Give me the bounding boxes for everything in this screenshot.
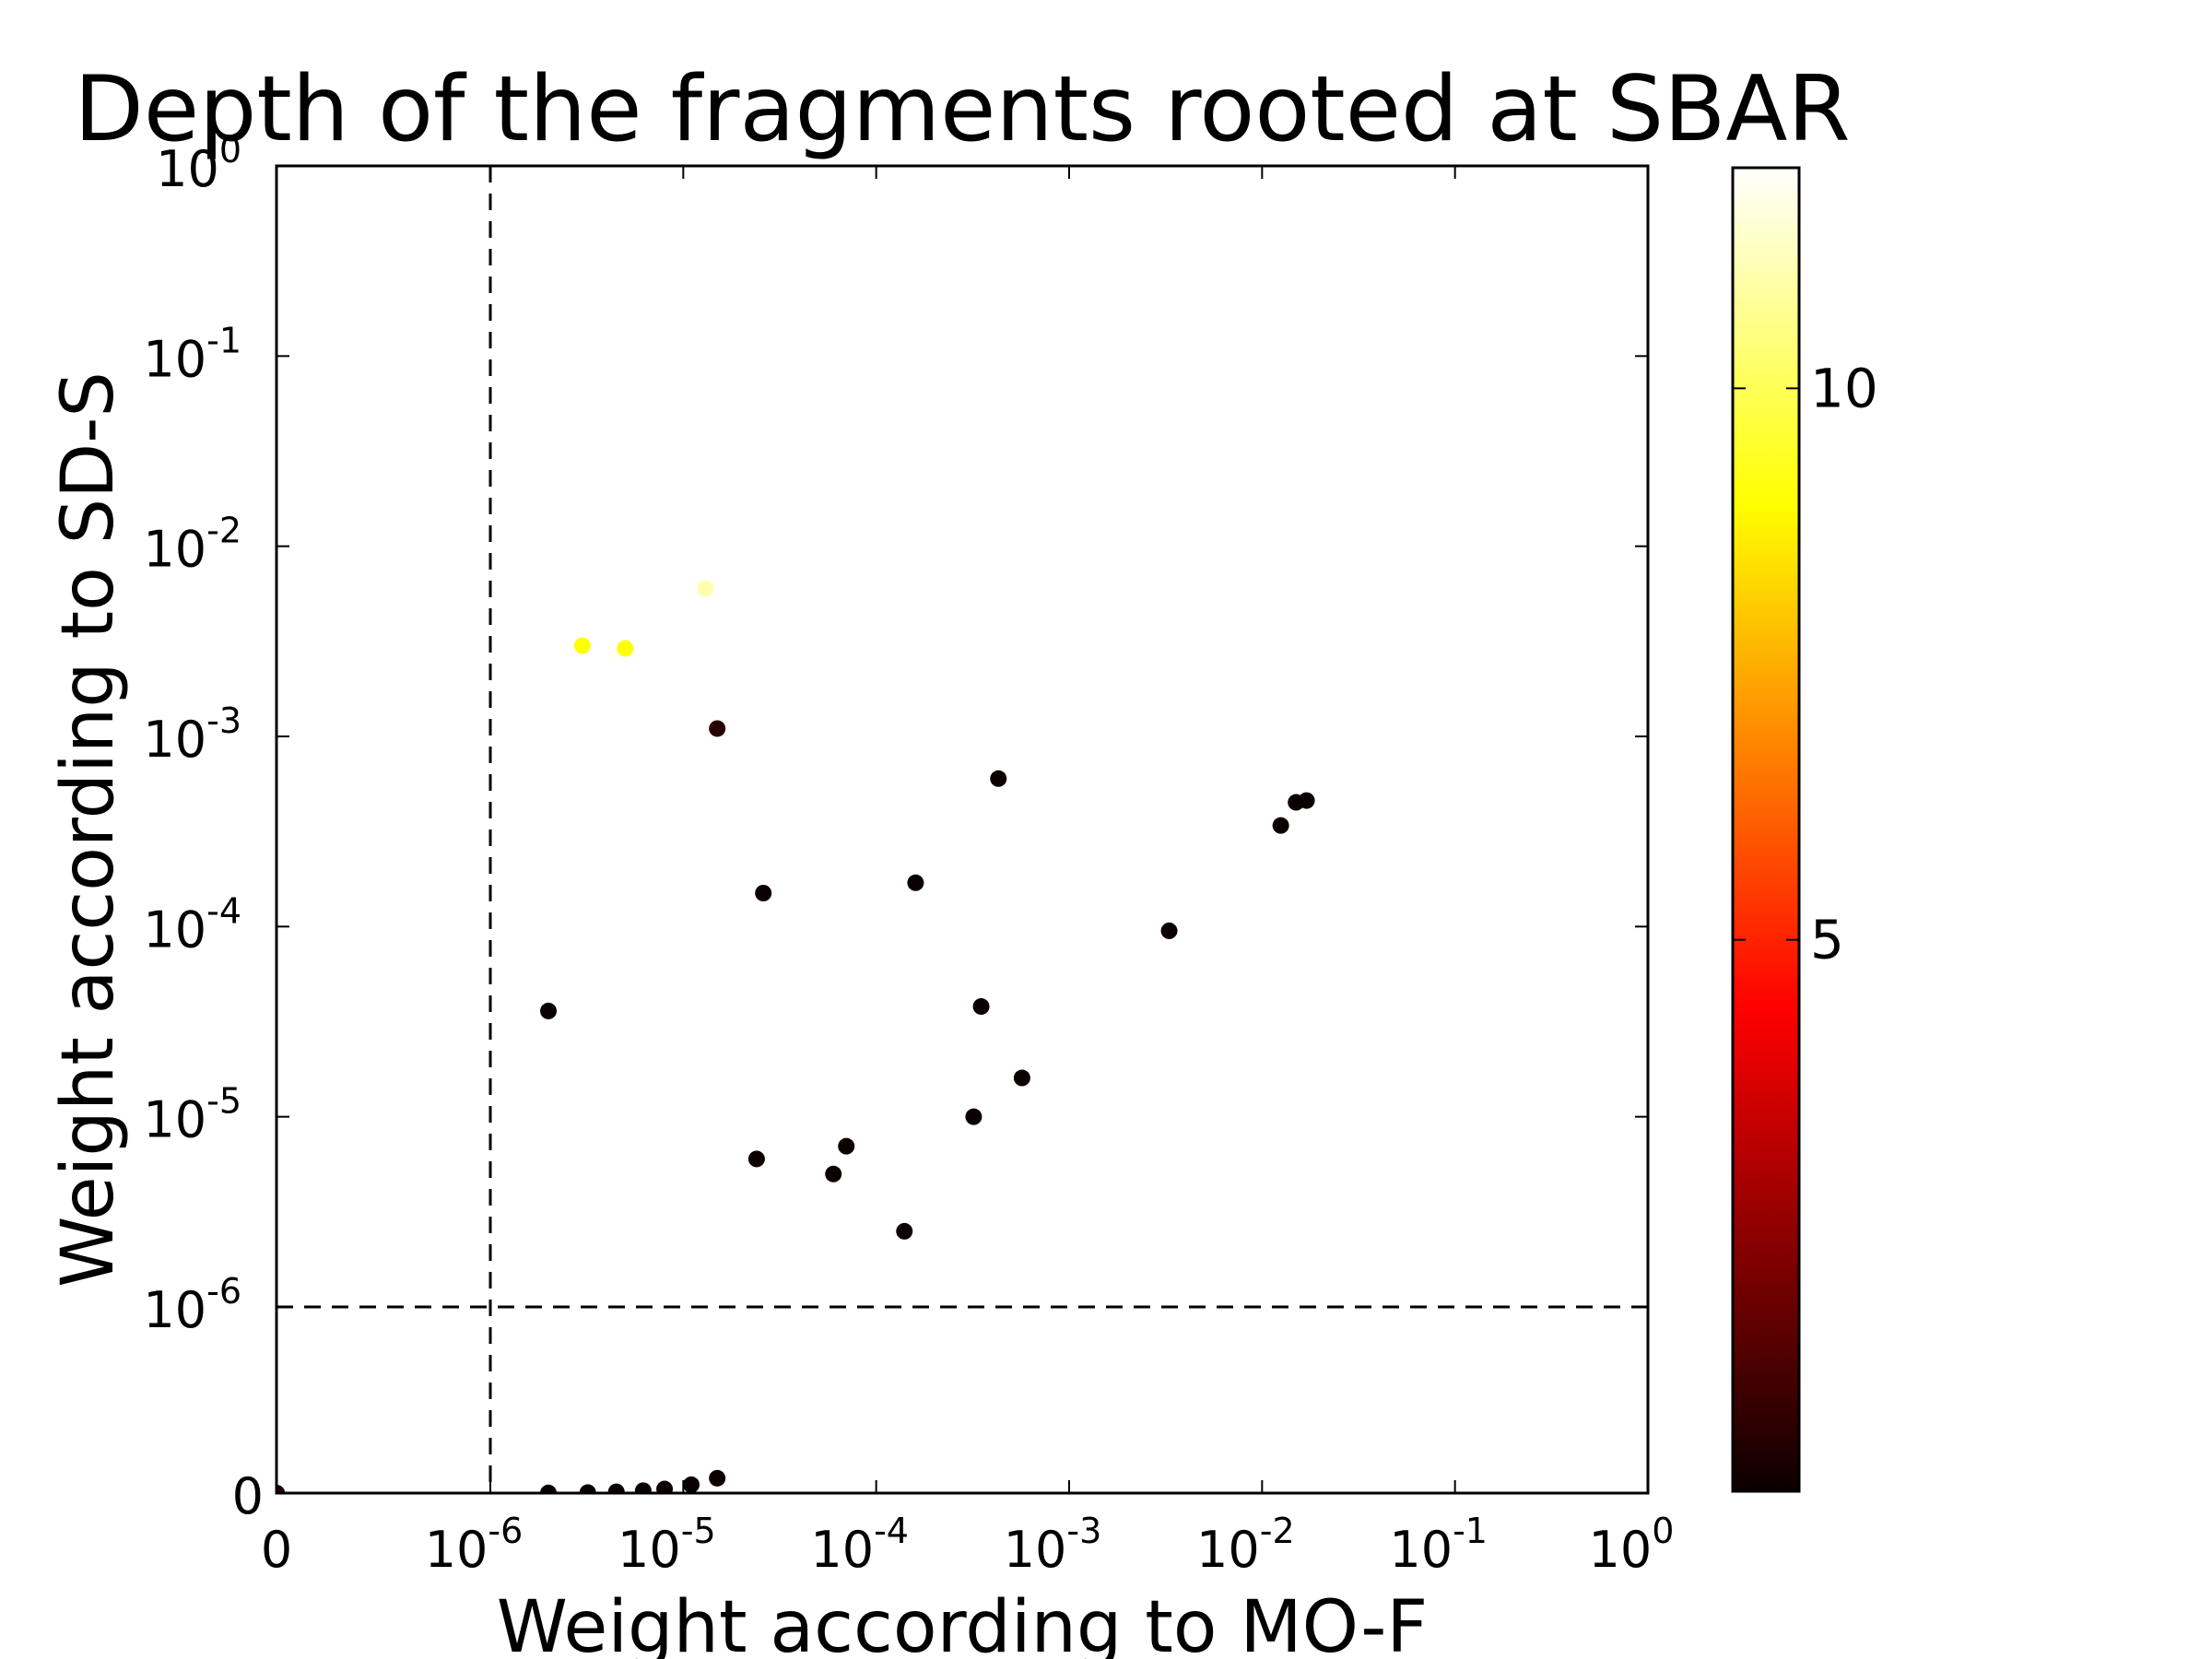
y-tick-label-5: 10-2 bbox=[143, 511, 241, 579]
data-point-23 bbox=[709, 720, 726, 737]
data-point-16 bbox=[1272, 817, 1289, 834]
plot-frame bbox=[275, 164, 1650, 1495]
data-point-25 bbox=[573, 637, 591, 654]
data-point-9 bbox=[755, 884, 772, 901]
x-tick-label-4: 10-3 bbox=[1004, 1511, 1102, 1579]
data-point-7 bbox=[682, 1476, 700, 1493]
x-tick-label-7: 100 bbox=[1589, 1511, 1675, 1579]
data-point-11 bbox=[907, 874, 924, 891]
data-point-5 bbox=[634, 1482, 652, 1493]
data-point-18 bbox=[1298, 792, 1315, 809]
data-point-1 bbox=[540, 1002, 558, 1019]
data-point-22 bbox=[965, 1108, 982, 1125]
y-axis-label: Weight according to SD-S bbox=[47, 371, 130, 1288]
data-point-14 bbox=[1013, 1069, 1030, 1087]
colorbar-tick-label-0: 5 bbox=[1810, 909, 1844, 971]
colorbar-tick-label-1: 10 bbox=[1810, 357, 1878, 419]
data-point-26 bbox=[617, 640, 634, 657]
data-point-0 bbox=[276, 1485, 286, 1493]
data-point-6 bbox=[656, 1480, 674, 1493]
x-tick-label-5: 10-2 bbox=[1196, 1511, 1295, 1579]
x-tick-label-6: 10-1 bbox=[1389, 1511, 1488, 1579]
data-point-13 bbox=[972, 998, 990, 1016]
data-point-8 bbox=[709, 1469, 726, 1487]
colorbar-ticks: 5 10 bbox=[1733, 357, 1878, 971]
x-axis-label: Weight according to MO-F bbox=[497, 1586, 1428, 1659]
chart-title: Depth of the fragments rooted at SBAR bbox=[74, 57, 1850, 162]
x-tick-label-2: 10-5 bbox=[618, 1511, 716, 1579]
y-tick-label-7: 100 bbox=[156, 130, 241, 198]
data-point-3 bbox=[579, 1484, 596, 1493]
y-tick-label-0: 0 bbox=[232, 1467, 264, 1525]
data-point-4 bbox=[607, 1483, 625, 1493]
x-tick-label-3: 10-4 bbox=[810, 1511, 909, 1579]
y-tick-label-2: 10-5 bbox=[143, 1081, 241, 1149]
colorbar bbox=[1731, 166, 1801, 1493]
y-tick-label-1: 10-6 bbox=[143, 1271, 241, 1339]
points-layer bbox=[276, 580, 1315, 1493]
data-point-12 bbox=[990, 770, 1007, 787]
data-point-15 bbox=[1160, 922, 1178, 939]
x-tick-label-0: 0 bbox=[261, 1521, 292, 1579]
data-point-24 bbox=[697, 580, 714, 597]
plot-area bbox=[276, 166, 1648, 1493]
data-point-21 bbox=[896, 1222, 913, 1240]
y-tick-label-4: 10-3 bbox=[143, 700, 241, 769]
x-tick-label-1: 10-6 bbox=[425, 1511, 524, 1579]
data-point-10 bbox=[747, 1150, 765, 1168]
data-point-20 bbox=[838, 1137, 855, 1155]
y-tick-label-6: 10-1 bbox=[143, 320, 241, 388]
y-tick-label-3: 10-4 bbox=[143, 890, 241, 959]
reference-lines bbox=[276, 166, 1648, 1493]
data-point-2 bbox=[540, 1484, 558, 1493]
data-point-19 bbox=[825, 1165, 842, 1182]
axis-ticks: 0 10-6 10-5 10-4 10-3 10-2 10-1 100 0 10-6 10-5 10-… bbox=[143, 130, 1674, 1579]
